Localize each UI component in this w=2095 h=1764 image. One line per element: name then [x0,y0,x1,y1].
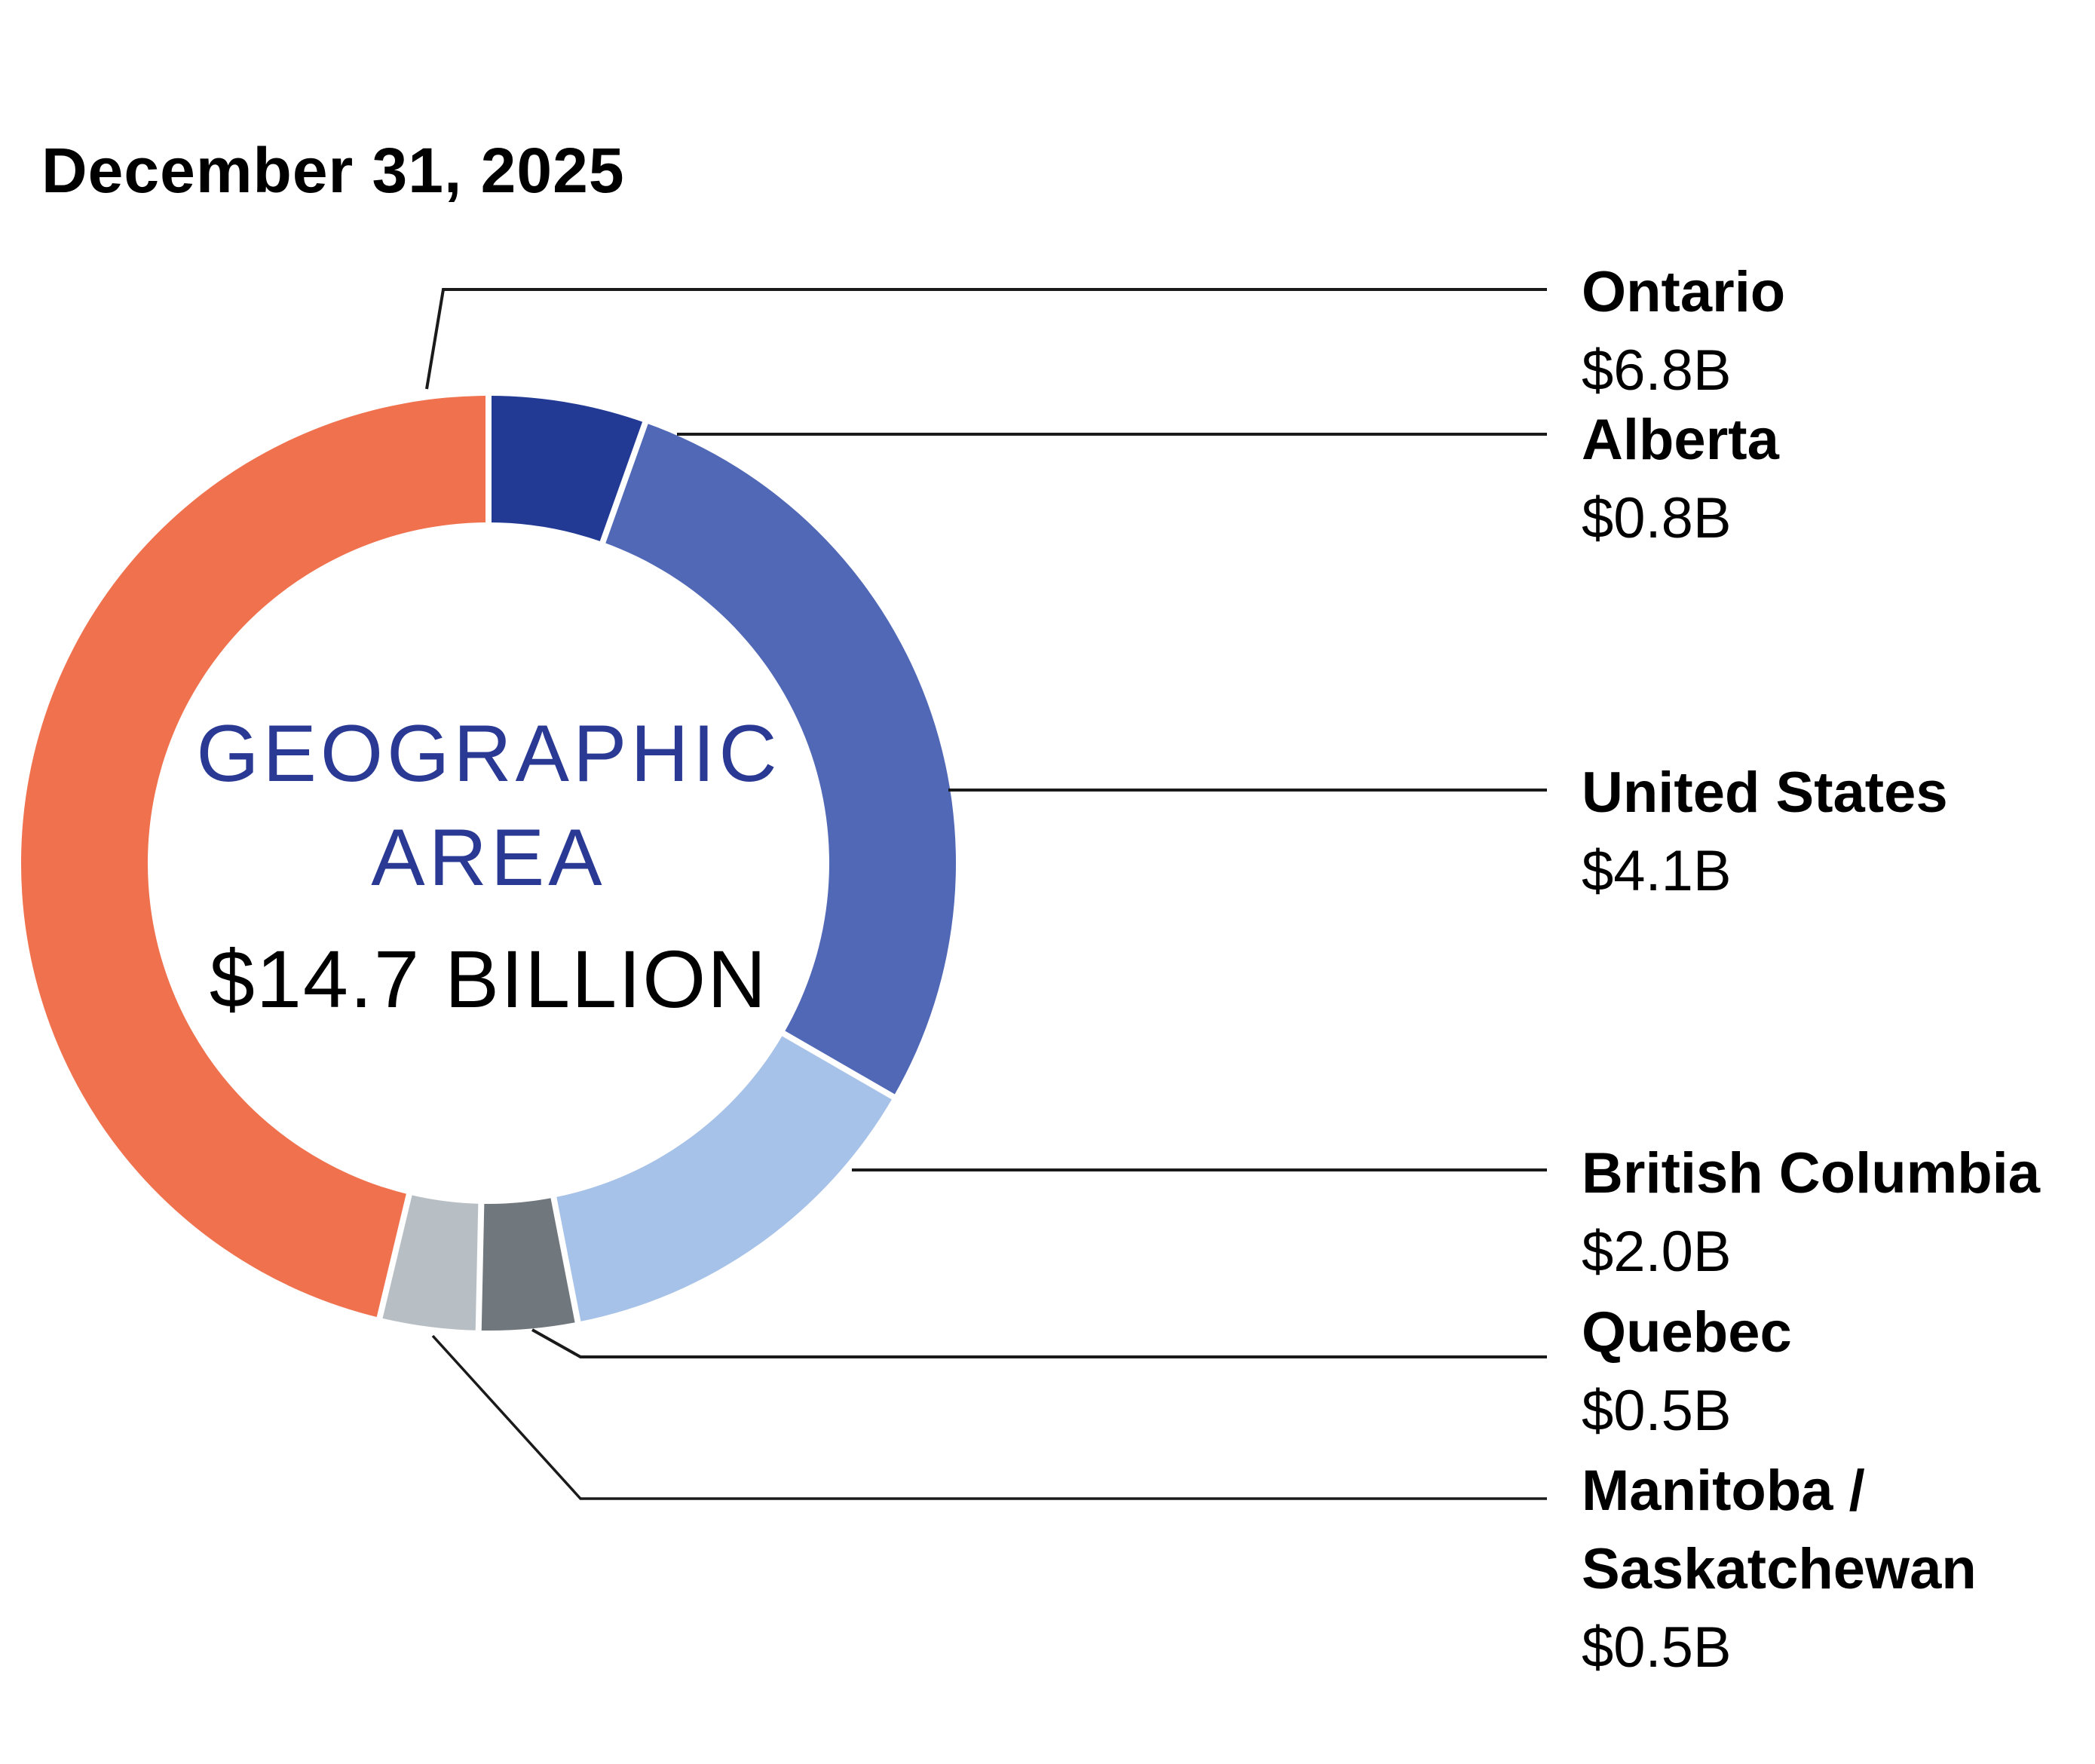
segment-separator [375,1189,414,1323]
donut-segment-quebec [478,1197,578,1331]
callout-alberta-value: $0.8B [1582,486,1732,550]
callout-quebec-name: Quebec [1582,1300,1792,1364]
callout-manitoba-saskatchewan-value: $0.5B [1582,1615,1732,1680]
callout-manitoba-saskatchewan-name: Manitoba / Saskatchewan [1582,1459,1977,1601]
callout-british-columbia-value: $2.0B [1582,1220,1732,1284]
leader-line-quebec [531,1328,1547,1358]
donut-segments [20,396,957,1331]
callout-united-states-value: $4.1B [1582,839,1732,903]
donut-center-total: $14.7 BILLION [209,933,768,1024]
donut-segment-united-states [602,422,957,1097]
leader-line-manitoba-saskatchewan [431,1334,1547,1500]
donut-segment-ontario [20,396,489,1318]
donut-center-title-line2: AREA [371,812,606,902]
donut-segment-manitoba-saskatchewan [379,1194,482,1331]
callout-british-columbia-name: British Columbia [1582,1141,2041,1205]
donut-center-title-line1: GEOGRAPHIC [196,708,781,798]
callout-british-columbia: British Columbia $2.0B [1582,1135,2095,1291]
callout-ontario: Ontario $6.8B [1582,253,2095,410]
callout-united-states: United States $4.1B [1582,754,2095,911]
segment-separator [550,1193,582,1328]
callout-alberta-name: Alberta [1582,408,1779,472]
segment-separator [598,417,650,548]
donut-segment-separators [375,391,899,1335]
figure-date-title: December 31, 2025 [41,135,625,206]
callout-ontario-value: $6.8B [1582,338,1732,403]
donut-center-label: GEOGRAPHIC AREA $14.7 BILLION [112,701,865,1031]
callout-alberta: Alberta $0.8B [1582,401,2095,558]
donut-segment-british-columbia [553,1034,893,1322]
leader-line-ontario [425,288,1547,390]
segment-separator [778,1028,899,1102]
callout-leader-lines [425,288,1547,1500]
callout-ontario-name: Ontario [1582,260,1786,324]
callout-quebec: Quebec $0.5B [1582,1294,2095,1450]
callout-united-states-name: United States [1582,761,1948,825]
segment-separator [475,1199,485,1335]
callout-quebec-value: $0.5B [1582,1379,1732,1443]
donut-segment-alberta [489,396,645,543]
callout-manitoba-saskatchewan: Manitoba / Saskatchewan $0.5B [1582,1452,2095,1687]
